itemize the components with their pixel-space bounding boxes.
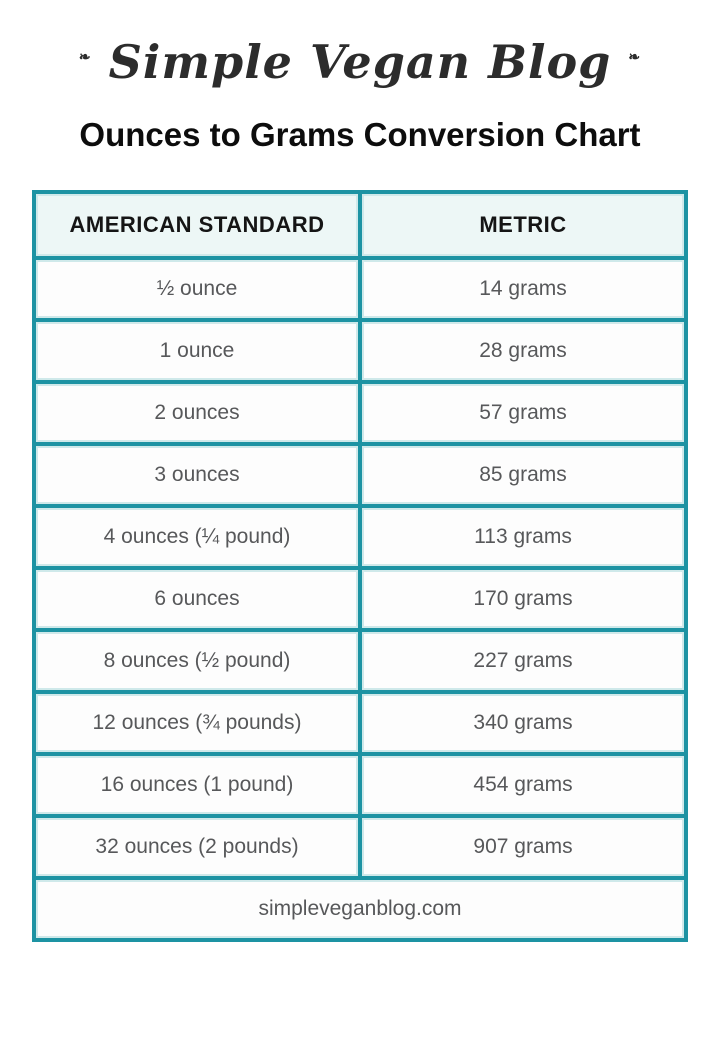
standard-cell: 3 ounces: [36, 446, 362, 505]
standard-cell: 16 ounces (1 pound): [36, 756, 362, 815]
column-header-american-standard: AMERICAN STANDARD: [36, 194, 362, 257]
table-row: 8 ounces (½ pound) 227 grams: [36, 632, 684, 695]
table-row: 2 ounces 57 grams: [36, 384, 684, 447]
table-row: 12 ounces (¾ pounds) 340 grams: [36, 694, 684, 757]
standard-cell: 32 ounces (2 pounds): [36, 818, 362, 877]
website-url: simpleveganblog.com: [36, 880, 684, 939]
table-header-row: AMERICAN STANDARD METRIC: [36, 194, 684, 261]
metric-cell: 14 grams: [362, 260, 684, 319]
table-row: 32 ounces (2 pounds) 907 grams: [36, 818, 684, 881]
standard-cell: 8 ounces (½ pound): [36, 632, 362, 691]
table-footer-row: simpleveganblog.com: [36, 880, 684, 939]
table-row: 6 ounces 170 grams: [36, 570, 684, 633]
standard-cell: 1 ounce: [36, 322, 362, 381]
metric-cell: 28 grams: [362, 322, 684, 381]
leaf-decoration-icon: ❧: [78, 49, 92, 66]
standard-cell: ½ ounce: [36, 260, 362, 319]
standard-cell: 12 ounces (¾ pounds): [36, 694, 362, 753]
table-row: 3 ounces 85 grams: [36, 446, 684, 509]
page: ❧ Simple Vegan Blog ❧ Ounces to Grams Co…: [0, 30, 720, 1048]
metric-cell: 85 grams: [362, 446, 684, 505]
metric-cell: 113 grams: [362, 508, 684, 567]
metric-cell: 170 grams: [362, 570, 684, 629]
brand-logo-text: Simple Vegan Blog: [108, 35, 612, 89]
standard-cell: 4 ounces (¼ pound): [36, 508, 362, 567]
metric-cell: 907 grams: [362, 818, 684, 877]
brand-logo: ❧ Simple Vegan Blog ❧: [0, 30, 720, 94]
conversion-table: AMERICAN STANDARD METRIC ½ ounce 14 gram…: [32, 190, 688, 943]
table-row: 16 ounces (1 pound) 454 grams: [36, 756, 684, 819]
leaf-decoration-icon: ❧: [628, 49, 642, 66]
table-row: 4 ounces (¼ pound) 113 grams: [36, 508, 684, 571]
page-title: Ounces to Grams Conversion Chart: [79, 116, 641, 154]
column-header-metric: METRIC: [362, 194, 684, 257]
metric-cell: 227 grams: [362, 632, 684, 691]
metric-cell: 454 grams: [362, 756, 684, 815]
standard-cell: 6 ounces: [36, 570, 362, 629]
standard-cell: 2 ounces: [36, 384, 362, 443]
table-row: ½ ounce 14 grams: [36, 260, 684, 323]
metric-cell: 340 grams: [362, 694, 684, 753]
metric-cell: 57 grams: [362, 384, 684, 443]
table-row: 1 ounce 28 grams: [36, 322, 684, 385]
